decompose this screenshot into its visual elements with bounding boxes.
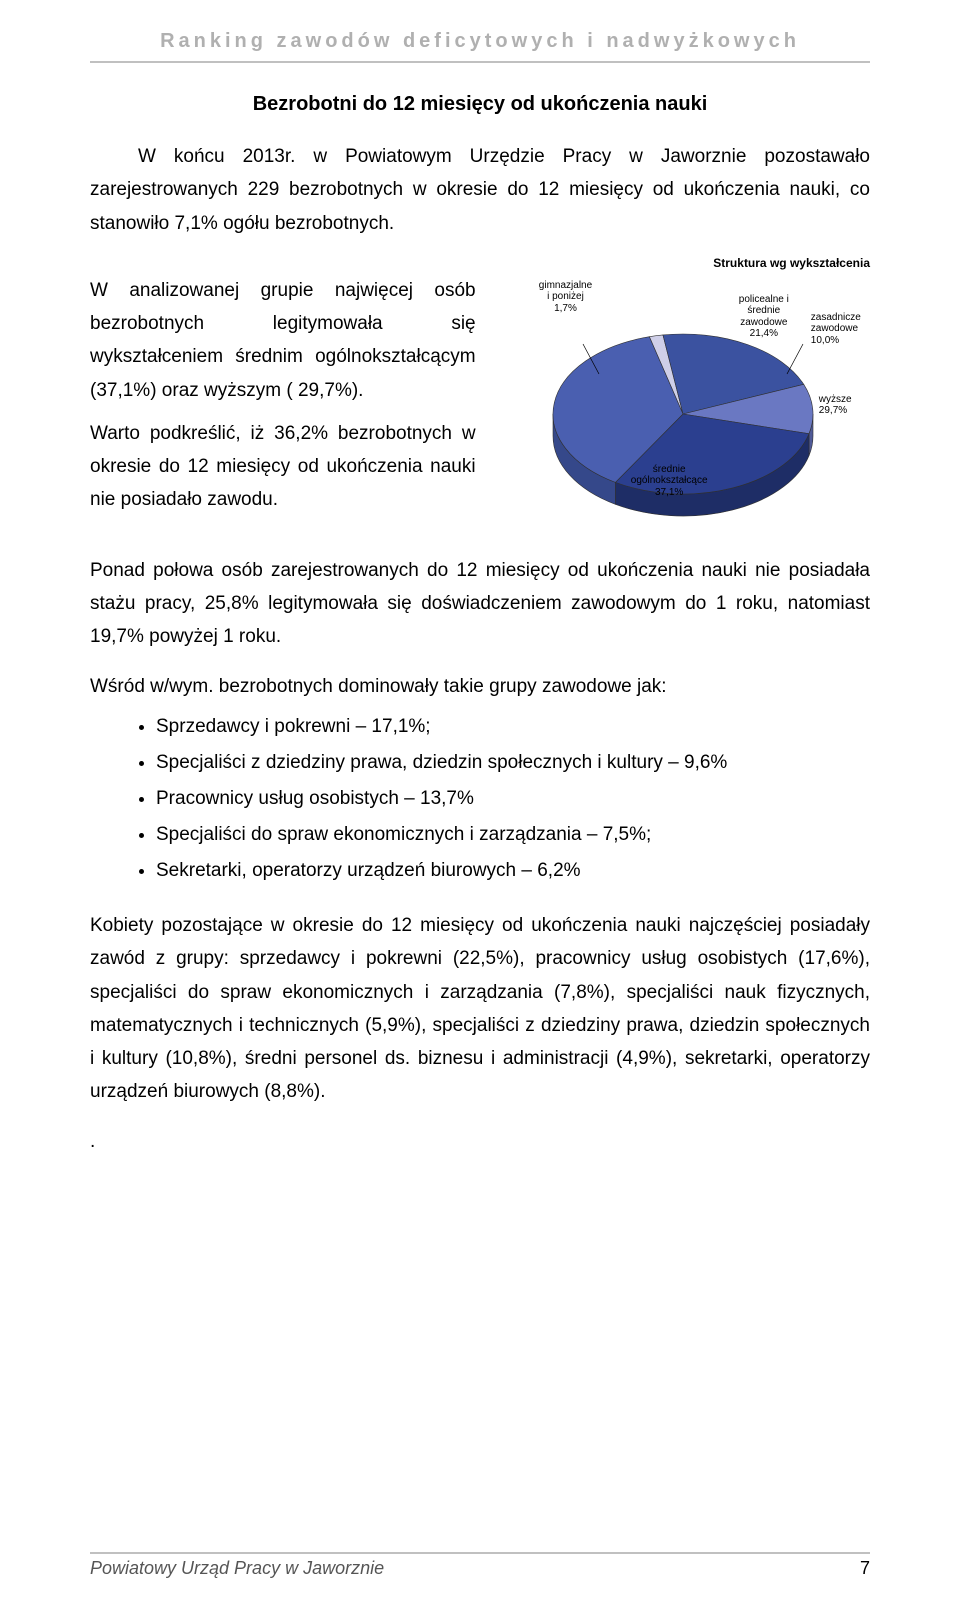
paragraph-3: Ponad połowa osób zarejestrowanych do 12… [90, 554, 870, 654]
pie-slice-label: gimnazjalnei poniżej1,7% [539, 280, 592, 315]
text-chart-row: W analizowanej grupie najwięcej osób bez… [90, 274, 870, 534]
paragraph-5: Kobiety pozostające w okresie do 12 mies… [90, 909, 870, 1109]
occupation-bullet-item: Specjaliści do spraw ekonomicznych i zar… [156, 817, 870, 853]
paragraph-2b: Warto podkreślić, iż 36,2% bezrobotnych … [90, 417, 476, 517]
occupation-bullet-item: Sekretarki, operatorzy urządzeń biurowyc… [156, 853, 870, 889]
paragraph-4-lead: Wśród w/wym. bezrobotnych dominowały tak… [90, 670, 870, 703]
footer-page-number: 7 [860, 1558, 870, 1579]
footer-rule [90, 1552, 870, 1554]
education-pie-chart: gimnazjalnei poniżej1,7% policealne iśred… [503, 274, 863, 534]
pie-slice-label: zasadniczezawodowe10,0% [811, 312, 861, 347]
footer: Powiatowy Urząd Pracy w Jaworznie 7 [90, 1552, 870, 1579]
occupation-bullet-item: Sprzedawcy i pokrewni – 17,1%; [156, 709, 870, 745]
paragraph-2a: W analizowanej grupie najwięcej osób bez… [90, 274, 476, 407]
paragraph-1: W końcu 2013r. w Powiatowym Urzędzie Pra… [90, 140, 870, 240]
header-rule [90, 61, 870, 63]
occupation-bullet-item: Pracownicy usług osobistych – 13,7% [156, 781, 870, 817]
page: Ranking zawodów deficytowych i nadwyżkow… [0, 0, 960, 1603]
footer-row: Powiatowy Urząd Pracy w Jaworznie 7 [90, 1558, 870, 1579]
text-column: W analizowanej grupie najwięcej osób bez… [90, 274, 476, 534]
section-title: Bezrobotni do 12 miesięcy od ukończenia … [90, 93, 870, 116]
pie-slice-label: wyższe29,7% [819, 394, 852, 417]
pie-slice-label: policealne iśredniezawodowe21,4% [739, 294, 789, 340]
occupation-bullet-list: Sprzedawcy i pokrewni – 17,1%;Specjaliśc… [138, 709, 870, 889]
occupation-bullet-item: Specjaliści z dziedziny prawa, dziedzin … [156, 745, 870, 781]
chart-column: gimnazjalnei poniżej1,7% policealne iśred… [496, 274, 870, 534]
running-header: Ranking zawodów deficytowych i nadwyżkow… [90, 30, 870, 53]
paragraph-6: . [90, 1125, 870, 1158]
pie-slice-label: średnieogólnokształcące37,1% [631, 464, 708, 499]
footer-left: Powiatowy Urząd Pracy w Jaworznie [90, 1558, 384, 1579]
chart-caption: Struktura wg wykształcenia [90, 256, 870, 270]
